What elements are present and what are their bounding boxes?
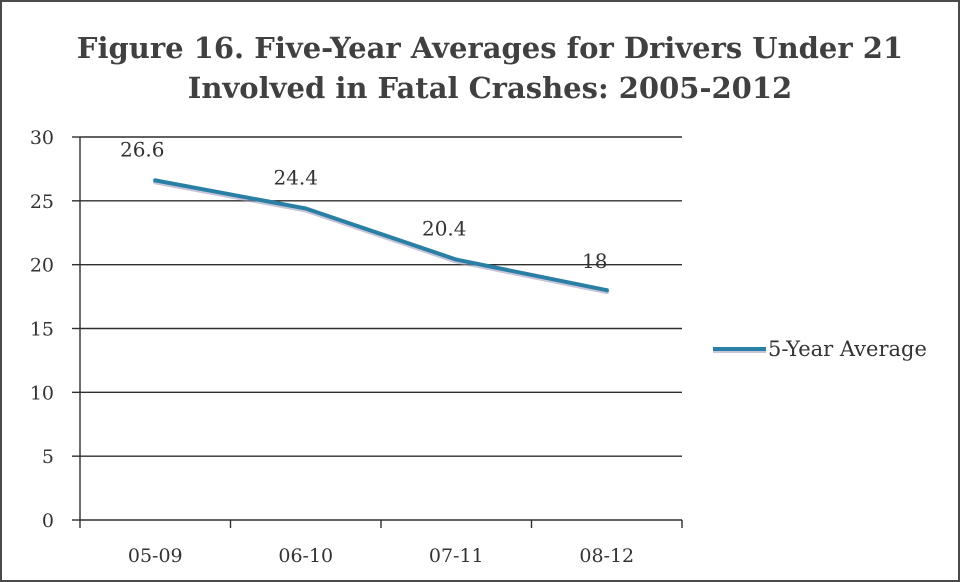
series-layer: [152, 178, 610, 295]
y-tick-label: 10: [30, 382, 54, 404]
data-point: [454, 257, 459, 262]
y-tick-label: 20: [30, 255, 54, 277]
grid-layer: [80, 136, 682, 457]
data-label: 26.6: [120, 137, 165, 161]
x-tick-label: 05-09: [128, 545, 183, 567]
axis-layer: 0 5 10 15 20 25 30 05-09 06-10 07-11 08-12: [30, 127, 683, 567]
data-point: [153, 178, 158, 183]
chart-subtitle: Involved in Fatal Crashes: 2005-2012: [188, 71, 792, 105]
x-tick-label: 07-11: [429, 545, 484, 567]
legend: 5-Year Average: [713, 337, 927, 361]
y-tick-label: 30: [30, 127, 54, 149]
data-label: 18: [582, 249, 607, 273]
x-tick-label: 08-12: [579, 545, 634, 567]
series-line: [153, 178, 609, 293]
y-tick-label: 0: [42, 510, 54, 532]
legend-label: 5-Year Average: [768, 337, 927, 361]
data-label: 20.4: [422, 217, 467, 241]
data-label: 24.4: [273, 165, 318, 189]
data-point: [303, 206, 308, 211]
y-tick-label: 15: [30, 319, 54, 341]
y-tick-label: 5: [42, 446, 54, 468]
data-point: [604, 288, 609, 293]
data-label-layer: 26.6 24.4 20.4 18: [120, 137, 607, 273]
x-tick-label: 06-10: [278, 545, 333, 567]
chart-title: Figure 16. Five-Year Averages for Driver…: [77, 31, 903, 65]
y-tick-label: 25: [30, 191, 54, 213]
